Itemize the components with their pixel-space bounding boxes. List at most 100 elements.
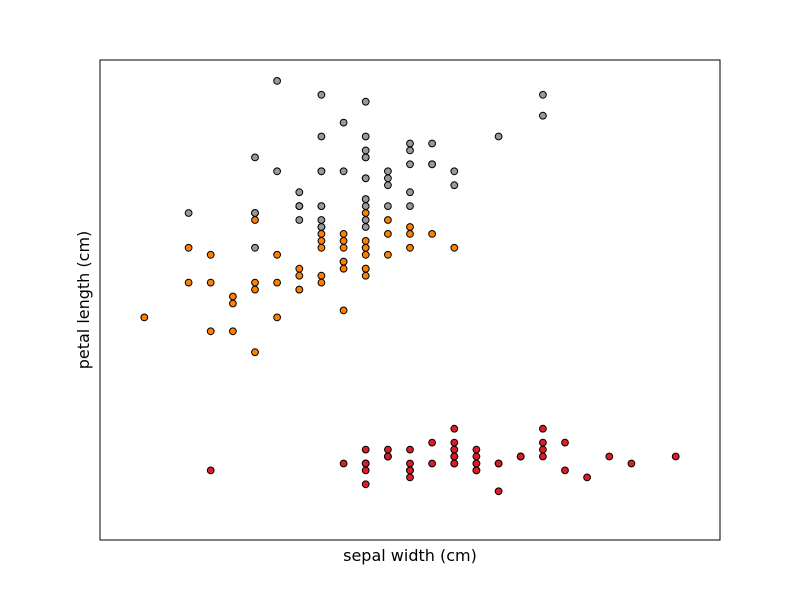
scatter-point-s2-9 — [494, 132, 503, 141]
scatter-point-s1-40 — [273, 250, 282, 259]
scatter-point-s0-46 — [539, 445, 547, 454]
scatter-point-s2-21 — [317, 216, 326, 224]
scatter-point-s1-15 — [384, 250, 392, 259]
scatter-point-s1-0 — [406, 230, 414, 238]
scatter-point-s2-5 — [361, 97, 370, 106]
scatter-point-s2-49 — [361, 202, 370, 211]
scatter-point-s2-38 — [361, 223, 370, 231]
scatter-point-s2-37 — [384, 174, 392, 183]
scatter-point-s1-29 — [273, 313, 282, 322]
scatter-point-s2-23 — [295, 216, 304, 224]
scatter-point-s0-47 — [406, 459, 414, 468]
scatter-point-s1-48 — [251, 348, 259, 357]
scatter-point-s1-20 — [406, 223, 414, 231]
scatter-point-s1-41 — [361, 237, 370, 245]
scatter-point-s1-39 — [251, 278, 259, 287]
scatter-point-s0-38 — [361, 466, 370, 475]
scatter-point-s1-18 — [184, 243, 193, 252]
scatter-point-s2-2 — [361, 146, 370, 155]
scatter-point-s0-28 — [450, 459, 459, 468]
scatter-point-s2-41 — [384, 202, 392, 211]
scatter-point-s2-22 — [317, 90, 326, 99]
scatter-point-s1-46 — [339, 264, 348, 273]
scatter-point-s2-3 — [339, 167, 348, 176]
scatter-point-s2-32 — [317, 167, 326, 176]
scatter-point-s1-4 — [317, 237, 326, 245]
scatter-point-s1-19 — [251, 285, 259, 294]
scatter-point-s2-0 — [428, 139, 437, 148]
scatter-point-s1-14 — [339, 306, 348, 315]
scatter-point-s1-32 — [295, 285, 304, 294]
scatter-point-s0-40 — [472, 466, 481, 475]
scatter-point-s1-6 — [428, 230, 437, 238]
scatter-point-s1-25 — [361, 250, 370, 259]
scatter-point-s1-47 — [339, 257, 348, 266]
scatter-point-s0-14 — [583, 473, 591, 482]
scatter-point-s0-42 — [406, 466, 414, 475]
scatter-point-s1-37 — [206, 250, 215, 259]
scatter-point-s1-2 — [384, 216, 392, 224]
scatter-point-s0-48 — [516, 452, 525, 461]
scatter-point-s1-28 — [339, 243, 348, 252]
scatter-point-s2-8 — [251, 153, 259, 162]
scatter-point-s0-18 — [539, 438, 547, 447]
scatter-point-s1-22 — [251, 216, 259, 224]
scatter-point-s2-19 — [184, 209, 193, 217]
scatter-point-s2-18 — [273, 77, 282, 85]
scatter-point-s0-8 — [339, 459, 348, 468]
scatter-point-s1-3 — [206, 278, 215, 287]
scatter-point-s1-17 — [295, 271, 304, 280]
scatter-point-s1-12 — [184, 278, 193, 287]
scatter-point-s2-39 — [384, 181, 392, 190]
scatter-point-s1-49 — [317, 271, 326, 280]
scatter-point-s1-7 — [229, 327, 237, 336]
scatter-point-s2-7 — [339, 118, 348, 127]
scatter-point-s1-31 — [229, 299, 237, 308]
scatter-point-s2-35 — [361, 132, 370, 141]
scatter-point-s1-8 — [339, 237, 348, 245]
data-points — [140, 77, 680, 496]
scatter-point-s1-36 — [384, 230, 392, 238]
scatter-point-s0-17 — [472, 459, 481, 468]
scatter-point-s2-48 — [450, 181, 459, 190]
scatter-point-s2-33 — [317, 202, 326, 211]
scatter-point-s2-30 — [317, 132, 326, 141]
scatter-point-s0-35 — [406, 473, 414, 482]
scatter-point-s1-21 — [317, 278, 326, 287]
scatter-point-s0-15 — [671, 452, 680, 461]
scatter-point-s2-46 — [251, 209, 259, 217]
y-axis-label: petal length (cm) — [74, 231, 93, 370]
scatter-point-s0-45 — [361, 459, 370, 468]
scatter-point-s2-25 — [406, 139, 414, 148]
scatter-point-s2-6 — [251, 243, 259, 252]
scatter-point-s0-39 — [450, 452, 459, 461]
scatter-point-s2-47 — [361, 195, 370, 204]
scatter-point-s2-27 — [361, 216, 370, 224]
scatter-point-s2-40 — [384, 167, 392, 176]
scatter-point-s0-27 — [472, 452, 481, 461]
scatter-point-s0-49 — [428, 459, 437, 468]
scatter-point-s2-11 — [295, 188, 304, 197]
scatter-point-s1-10 — [140, 313, 149, 322]
scatter-point-s2-42 — [295, 202, 304, 211]
scatter-point-s0-5 — [561, 438, 569, 447]
scatter-point-s2-43 — [406, 146, 414, 155]
scatter-point-s2-44 — [428, 160, 437, 169]
scatter-point-s0-41 — [206, 466, 215, 475]
scatter-point-s1-42 — [273, 278, 282, 287]
scatter-point-s1-13 — [339, 230, 348, 238]
scatter-point-s0-30 — [384, 445, 392, 454]
scatter-point-s0-23 — [428, 438, 437, 447]
scatter-point-s1-34 — [361, 243, 370, 252]
scatter-point-s0-22 — [494, 487, 503, 496]
scatter-point-s2-10 — [406, 202, 414, 211]
scatter-point-s1-5 — [317, 243, 326, 252]
scatter-point-s1-38 — [361, 271, 370, 280]
scatter-point-s0-16 — [561, 466, 569, 475]
scatter-point-s0-32 — [605, 452, 614, 461]
scatter-point-s1-1 — [406, 243, 414, 252]
scatter-point-s2-15 — [406, 188, 414, 197]
scatter-point-s1-44 — [295, 264, 304, 273]
scatter-point-s0-20 — [450, 438, 459, 447]
